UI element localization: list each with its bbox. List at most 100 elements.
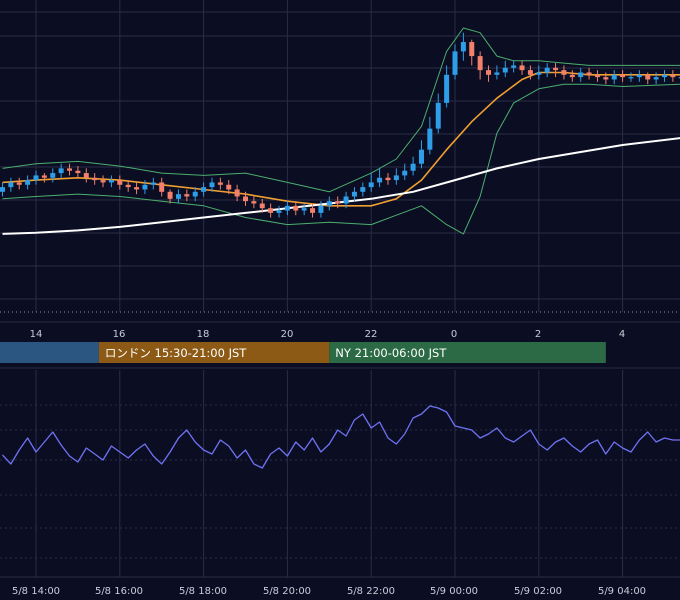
candle-body xyxy=(620,74,626,78)
candle-body xyxy=(8,182,14,188)
session-bar-tokyo xyxy=(0,342,99,363)
candlestick xyxy=(368,173,374,192)
candlestick xyxy=(486,65,492,82)
candlestick xyxy=(460,32,466,61)
candle-body xyxy=(0,187,5,192)
candlestick xyxy=(662,70,667,82)
candle-body xyxy=(192,191,198,197)
candlestick xyxy=(377,168,383,188)
candlestick xyxy=(335,196,341,209)
candlestick xyxy=(75,166,81,178)
date-tick-label: 5/8 14:00 xyxy=(12,586,60,597)
candle-body xyxy=(142,184,148,190)
candlestick xyxy=(67,163,73,176)
candlestick xyxy=(569,70,575,82)
candlestick xyxy=(553,63,559,78)
candle-body xyxy=(527,70,533,75)
candlestick xyxy=(25,175,31,190)
candle-body xyxy=(670,74,676,78)
candle-body xyxy=(92,177,98,181)
candle-body xyxy=(167,191,173,199)
candle-body xyxy=(645,74,651,80)
hour-tick-label: 4 xyxy=(619,329,625,340)
candlestick xyxy=(108,175,114,188)
candlestick xyxy=(402,163,408,181)
candle-body xyxy=(184,194,190,197)
candlestick xyxy=(251,196,257,209)
oscillator-grid xyxy=(0,370,680,577)
candle-body xyxy=(310,208,316,213)
candle-body xyxy=(368,182,374,188)
candlestick xyxy=(452,44,458,80)
candlestick xyxy=(41,173,47,183)
session-bar-london xyxy=(98,342,330,363)
candlestick xyxy=(83,168,89,183)
candlestick xyxy=(645,72,651,85)
candle-body xyxy=(201,187,207,192)
candlestick xyxy=(301,203,307,216)
candlestick xyxy=(385,173,391,185)
price-panel[interactable] xyxy=(0,0,680,313)
candlestick xyxy=(511,60,517,73)
candlestick xyxy=(134,182,140,195)
candlestick xyxy=(611,70,617,85)
candlestick xyxy=(293,201,299,216)
date-tick-label: 5/8 20:00 xyxy=(263,586,311,597)
candle-body xyxy=(452,51,458,75)
candle-body xyxy=(628,77,634,79)
candle-body xyxy=(217,182,223,185)
candlestick xyxy=(167,189,173,204)
candle-body xyxy=(603,77,609,80)
candle-body xyxy=(578,72,584,78)
candle-body xyxy=(67,168,73,171)
date-tick-label: 5/9 04:00 xyxy=(598,586,646,597)
bollinger-bands xyxy=(2,27,680,235)
candle-body xyxy=(678,77,680,79)
candlestick xyxy=(16,177,22,190)
candlestick xyxy=(393,168,399,185)
candle-body xyxy=(477,56,483,71)
hour-axis: 14 16 18 20 22 0 2 4 xyxy=(0,321,680,340)
candlestick xyxy=(184,189,190,202)
candle-body xyxy=(402,170,408,176)
oscillator-panel[interactable] xyxy=(0,367,680,577)
candlestick xyxy=(50,168,56,183)
candle-body xyxy=(444,74,450,103)
candlestick xyxy=(351,187,357,202)
candlestick xyxy=(284,201,290,216)
candlestick xyxy=(427,116,433,155)
candlestick xyxy=(100,175,106,188)
candlestick xyxy=(502,60,508,78)
date-tick-label: 5/8 22:00 xyxy=(347,586,395,597)
candle-body xyxy=(544,67,550,73)
candlestick xyxy=(410,156,416,176)
candlestick xyxy=(636,70,642,82)
candlestick xyxy=(519,60,525,75)
price-grid xyxy=(0,0,680,312)
candle-body xyxy=(611,74,617,80)
bollinger-upper-line xyxy=(2,27,680,193)
candlestick xyxy=(8,177,14,192)
candlestick xyxy=(92,173,98,185)
candle-body xyxy=(460,42,466,52)
candle-body xyxy=(100,180,106,183)
candlestick xyxy=(318,201,324,218)
date-tick-label: 5/9 02:00 xyxy=(514,586,562,597)
candle-body xyxy=(33,175,39,181)
candlestick xyxy=(201,182,207,197)
candle-body xyxy=(393,175,399,181)
candle-body xyxy=(125,184,131,188)
candlestick xyxy=(620,70,626,82)
candle-body xyxy=(16,182,22,185)
candlestick xyxy=(192,187,198,202)
candlestick xyxy=(435,93,441,134)
candlestick xyxy=(276,205,282,218)
candle-body xyxy=(318,205,324,213)
candlestick xyxy=(33,170,39,185)
candlestick xyxy=(678,77,680,79)
oscillator-series-line xyxy=(2,405,680,469)
candle-body xyxy=(502,67,508,73)
candlestick xyxy=(117,175,123,190)
candlestick xyxy=(142,180,148,195)
candle-body xyxy=(150,182,156,185)
